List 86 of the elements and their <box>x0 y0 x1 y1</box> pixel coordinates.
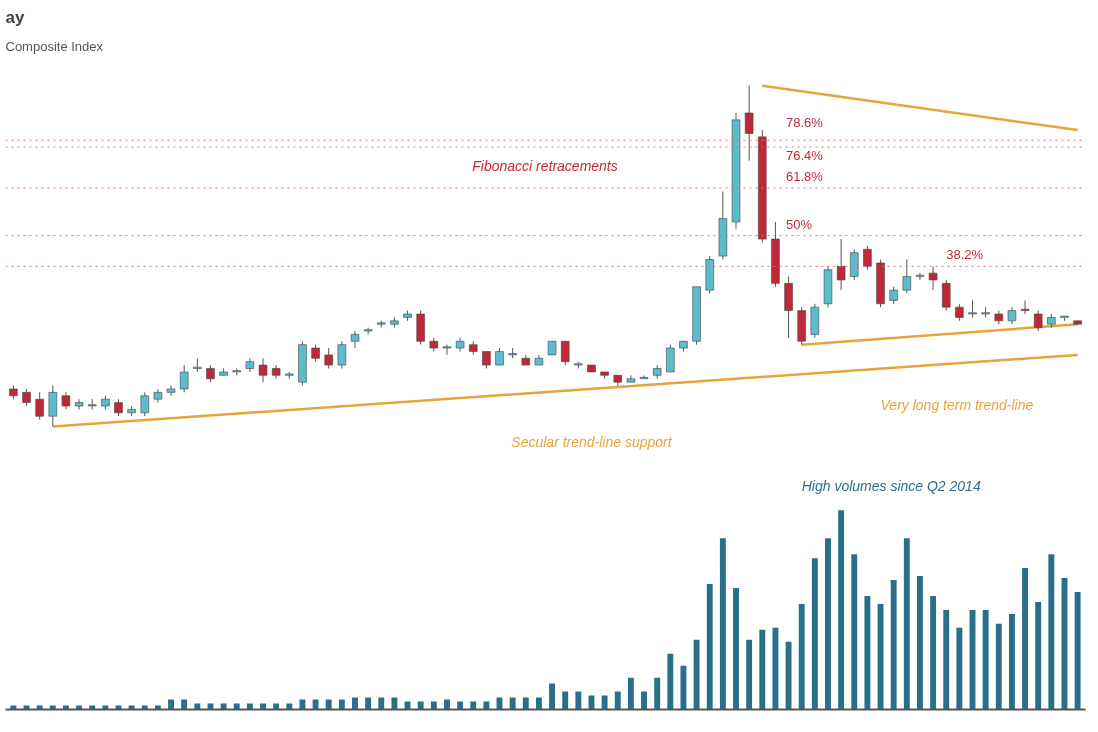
candlestick <box>639 374 649 380</box>
annotation: 61.8% <box>785 168 824 184</box>
annotation: 78.6% <box>785 115 824 131</box>
bar <box>995 623 1002 710</box>
chart-title: ay <box>5 7 25 27</box>
candlestick <box>74 398 84 410</box>
bar <box>851 554 858 710</box>
bar <box>930 595 937 710</box>
bar <box>746 639 753 710</box>
bar <box>825 538 831 710</box>
bar <box>352 697 358 710</box>
candlestick <box>666 344 675 373</box>
bar <box>601 695 608 710</box>
candlestick <box>48 385 58 427</box>
candlestick <box>902 259 912 295</box>
candlestick <box>863 245 872 271</box>
bar <box>693 639 700 710</box>
bar <box>772 627 779 710</box>
candlestick <box>928 265 938 291</box>
candlestick <box>941 279 951 312</box>
bar <box>614 691 621 710</box>
bar <box>785 641 792 710</box>
candlestick <box>337 340 347 370</box>
annotation: 50% <box>785 216 813 232</box>
bar <box>641 691 647 710</box>
bar <box>549 683 556 710</box>
bar <box>627 677 634 710</box>
text: Secular trend-line support <box>511 434 673 451</box>
bar <box>509 697 516 710</box>
candlestick <box>560 340 570 366</box>
candlestick <box>1060 315 1069 322</box>
bar <box>325 699 332 710</box>
bar <box>864 595 871 710</box>
bar <box>1008 613 1015 710</box>
bar <box>654 677 661 710</box>
bar <box>575 691 582 710</box>
chart-subtitle: Composite Index <box>5 38 104 54</box>
bar <box>956 627 963 710</box>
annotation: 76.4% <box>785 148 824 164</box>
candlestick <box>744 85 754 162</box>
annotation: Fibonacci retracements <box>472 158 618 175</box>
bar <box>733 588 739 710</box>
bar <box>312 699 319 710</box>
bar <box>378 697 385 710</box>
candlestick <box>1020 299 1030 315</box>
bar <box>391 697 398 710</box>
bar <box>338 699 345 710</box>
bar <box>838 510 845 710</box>
candlestick <box>836 238 846 291</box>
bar <box>1048 554 1055 710</box>
bar <box>562 691 569 710</box>
candlestick <box>1033 310 1043 332</box>
bar <box>168 699 174 710</box>
bar <box>181 699 188 710</box>
bar <box>943 609 950 710</box>
candlestick <box>179 364 189 393</box>
bar <box>917 576 923 710</box>
bar <box>890 580 897 710</box>
bar <box>798 603 805 710</box>
candlestick <box>258 357 268 383</box>
bar <box>903 538 910 710</box>
bar <box>706 584 713 710</box>
bar <box>365 697 372 710</box>
candlestick <box>350 330 360 349</box>
bar <box>719 538 726 710</box>
bar <box>1035 601 1042 710</box>
candlestick <box>324 347 333 370</box>
annotation: 38.2% <box>946 247 984 263</box>
bar <box>1022 568 1029 710</box>
bar <box>667 653 674 710</box>
bar <box>759 629 766 710</box>
candlestick <box>442 344 452 356</box>
bar <box>1074 591 1081 710</box>
bar <box>444 699 450 710</box>
annotation: Very long term trend-line <box>880 396 1034 413</box>
candlestick <box>35 391 44 421</box>
candlestick <box>166 385 176 397</box>
bar <box>299 699 306 710</box>
bar <box>982 609 989 710</box>
candlestick <box>915 272 925 281</box>
candlestick <box>850 248 859 281</box>
bar <box>522 697 529 710</box>
bar <box>811 558 818 710</box>
text: High volumes since Q2 2014 <box>801 478 981 495</box>
candlestick <box>140 391 150 417</box>
bar <box>535 697 542 710</box>
